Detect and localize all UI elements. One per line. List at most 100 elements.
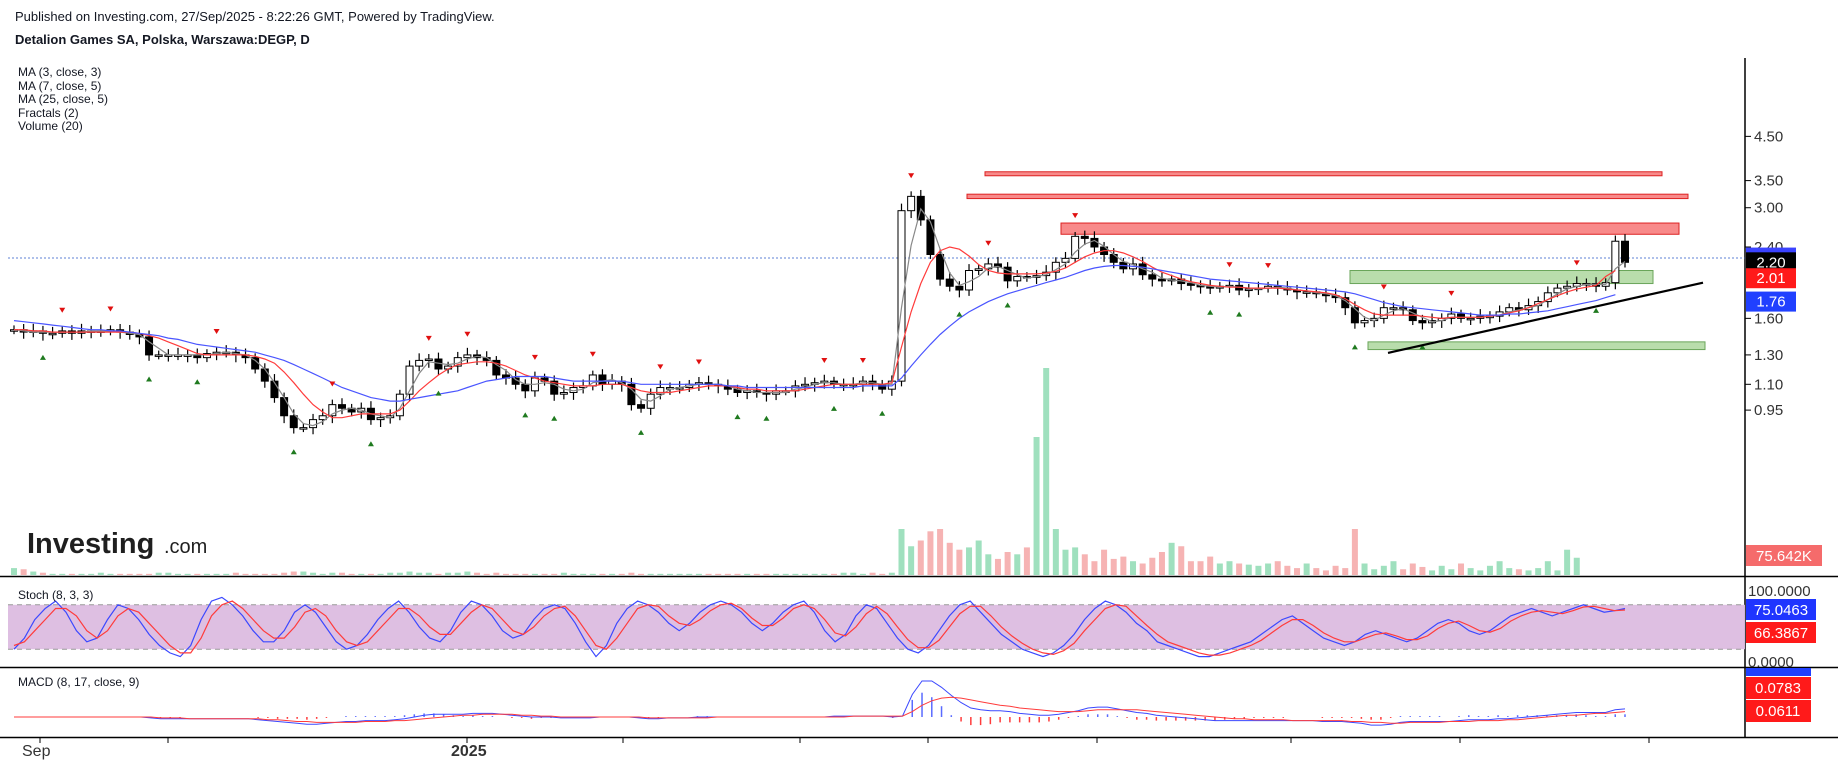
- volume-bar: [599, 573, 606, 575]
- volume-bar: [68, 573, 75, 575]
- volume-bar: [1467, 568, 1474, 575]
- indicator-ma7[interactable]: MA (7, close, 5): [18, 78, 102, 93]
- volume-bar: [1081, 554, 1088, 575]
- macd-label-bg: [1746, 700, 1811, 722]
- price-label-value: 1.76: [1756, 294, 1785, 311]
- fractal-down-marker: [1419, 344, 1426, 350]
- volume-bar: [213, 573, 220, 575]
- price-label-bg: [1746, 268, 1796, 289]
- volume-bar: [445, 572, 452, 575]
- price-tick-label: 0.95: [1754, 402, 1783, 419]
- volume-bar: [1265, 563, 1272, 575]
- candle-body: [1389, 307, 1398, 310]
- volume-bar: [136, 573, 143, 575]
- indicator-fractals[interactable]: Fractals (2): [18, 105, 79, 120]
- trendline[interactable]: [1387, 281, 1704, 354]
- volume-bar: [97, 572, 104, 575]
- moving-averages: [13, 207, 1626, 427]
- fractal-up-marker: [107, 306, 114, 312]
- fractal-up-marker: [1448, 290, 1455, 296]
- indicator-ma3[interactable]: MA (3, close, 3): [18, 65, 102, 79]
- fractal-down-marker: [1593, 307, 1600, 313]
- stoch-tick-label: 0.0000: [1748, 654, 1794, 671]
- volume-bar: [695, 573, 702, 575]
- volume-bar: [338, 572, 345, 575]
- volume-bar: [1486, 565, 1493, 575]
- fractal-down-marker: [551, 415, 558, 421]
- macd-label-top-strip: [1746, 668, 1811, 676]
- volume-bar: [502, 573, 509, 575]
- indicator-volume[interactable]: Volume (20): [18, 119, 83, 134]
- fractal-down-marker: [734, 414, 741, 420]
- candle-body: [1360, 320, 1369, 324]
- volume-bar: [155, 572, 162, 575]
- volume-bar: [676, 573, 683, 575]
- candle-body: [1553, 287, 1562, 294]
- volume-bar: [811, 573, 818, 575]
- volume-bar: [1573, 557, 1580, 575]
- volume-bar: [1043, 368, 1050, 575]
- volume-bar: [242, 573, 249, 575]
- volume-bar: [300, 571, 307, 575]
- volume-bar: [1332, 565, 1339, 575]
- fractal-up-marker: [695, 359, 702, 365]
- candle-body: [1071, 235, 1080, 259]
- volume-bar: [1274, 561, 1281, 575]
- fractal-up-marker: [1226, 262, 1233, 268]
- volume-bar: [666, 573, 673, 575]
- volume-bar: [541, 573, 548, 575]
- volume-bar: [435, 573, 442, 575]
- volume-bar: [792, 573, 799, 575]
- candle-body: [974, 268, 983, 272]
- volume-bar: [1409, 563, 1416, 575]
- volume-bar: [454, 572, 461, 575]
- volume-bar: [1062, 549, 1069, 575]
- price-tick-label: 4.50: [1754, 128, 1783, 145]
- candle-body: [656, 387, 665, 395]
- price-tick-label: 3.00: [1754, 200, 1783, 217]
- fractal-up-marker: [59, 307, 66, 313]
- fractal-down-marker: [290, 449, 297, 455]
- volume-bar: [464, 571, 471, 575]
- price-label-value: 2.01: [1756, 270, 1785, 287]
- candle-body: [993, 263, 1002, 268]
- candle-body: [424, 358, 433, 362]
- volume-bar: [319, 573, 326, 575]
- volume-bar: [474, 572, 481, 575]
- volume-bar: [20, 569, 27, 575]
- stoch-label-value: 66.3867: [1754, 625, 1808, 642]
- volume-bar: [985, 554, 992, 575]
- volume-bar: [1052, 529, 1059, 575]
- candle-body: [299, 427, 308, 430]
- stoch-tick-label: 100.0000: [1748, 583, 1811, 600]
- candle-body: [559, 391, 568, 395]
- volume-bar: [329, 572, 336, 575]
- price-tick-label: 1.10: [1754, 376, 1783, 393]
- stoch-pane: Stoch (8, 3, 3) 100.0000 0.0000 75.0463 66.3…: [8, 583, 1816, 671]
- volume-bar: [1033, 437, 1040, 575]
- volume-bar: [416, 572, 423, 575]
- fractal-up-marker: [589, 351, 596, 357]
- time-tick-label: Sep: [22, 743, 51, 760]
- fractal-up-marker: [1265, 263, 1272, 269]
- fractal-down-marker: [1004, 302, 1011, 308]
- volume-bar: [531, 573, 538, 575]
- candle-body: [280, 397, 289, 417]
- candle-body: [48, 332, 57, 336]
- volume-bar: [734, 573, 741, 575]
- support-zone: [1367, 341, 1706, 351]
- resistance-zone: [984, 171, 1663, 177]
- volume-bar: [1236, 563, 1243, 575]
- stoch-label-bg: [1746, 599, 1816, 620]
- fractal-up-marker: [821, 357, 828, 363]
- macd-label-value: 0.0783: [1755, 680, 1801, 697]
- indicator-ma25[interactable]: MA (25, close, 5): [18, 92, 109, 107]
- volume-bar: [271, 573, 278, 575]
- volume-bar: [493, 572, 500, 575]
- candle-body: [1457, 313, 1466, 319]
- fractal-down-marker: [763, 415, 770, 421]
- fractal-up-marker: [1380, 284, 1387, 290]
- volume-bar: [908, 546, 915, 575]
- candle-body: [801, 383, 810, 387]
